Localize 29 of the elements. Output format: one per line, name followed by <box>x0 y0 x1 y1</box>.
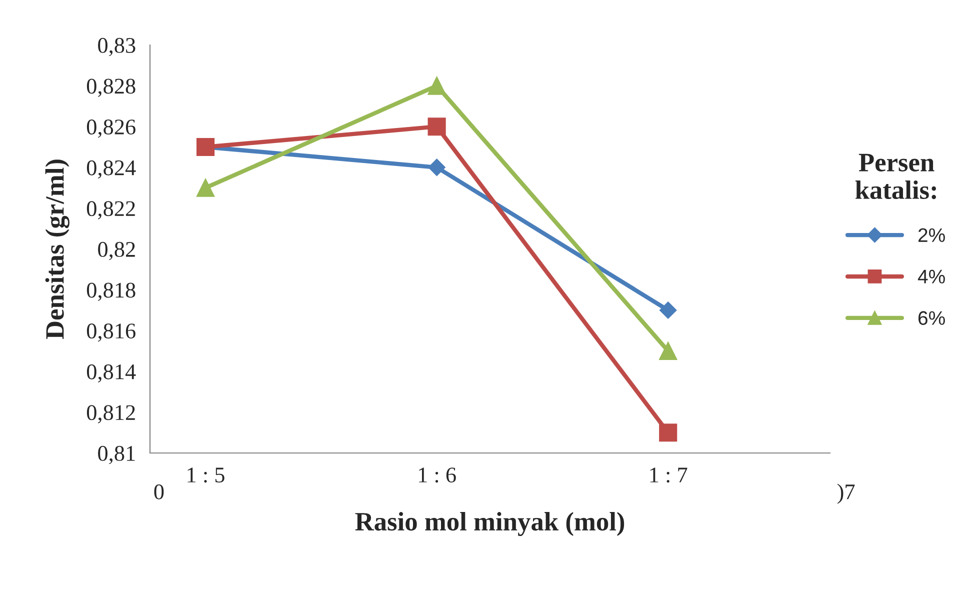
legend-title: Persen katalis: <box>855 154 936 200</box>
y-tick-label: 0,83 <box>98 38 136 56</box>
point <box>428 118 446 136</box>
y-tick-label: 0,814 <box>86 364 136 383</box>
x-tick-label: 1 : 7 <box>650 468 688 483</box>
legend-label: 2% <box>918 228 945 242</box>
y-tick-label: 0,82 <box>98 242 135 260</box>
point <box>428 76 446 95</box>
x-axis-title: Rasio mol minyak (mol) <box>355 512 624 536</box>
y-tick-label: 0,816 <box>86 324 136 342</box>
legend-label: 6% <box>918 311 945 325</box>
point <box>428 158 446 176</box>
y-tick-label: 0,822 <box>86 201 135 220</box>
y-tick-label: 0,818 <box>86 282 136 301</box>
text: 0 <box>154 484 164 500</box>
y-axis-title: Densitas (gr/ml) <box>45 160 70 340</box>
y-tick-label: 0,812 <box>86 405 135 424</box>
point <box>659 342 678 360</box>
y-tick-label: 0,824 <box>86 160 136 179</box>
legend-label: 4% <box>918 270 945 284</box>
y-tick-label: 0,828 <box>86 78 136 97</box>
x-tick-label: 1 : 5 <box>188 468 224 483</box>
point <box>660 302 677 319</box>
x-tick-label: 1 : 6 <box>419 468 456 483</box>
y-tick-label: 0,81 <box>98 446 135 464</box>
point <box>659 424 678 442</box>
point <box>196 178 215 197</box>
text: )7 <box>838 484 855 504</box>
y-tick-label: 0,826 <box>86 120 136 138</box>
